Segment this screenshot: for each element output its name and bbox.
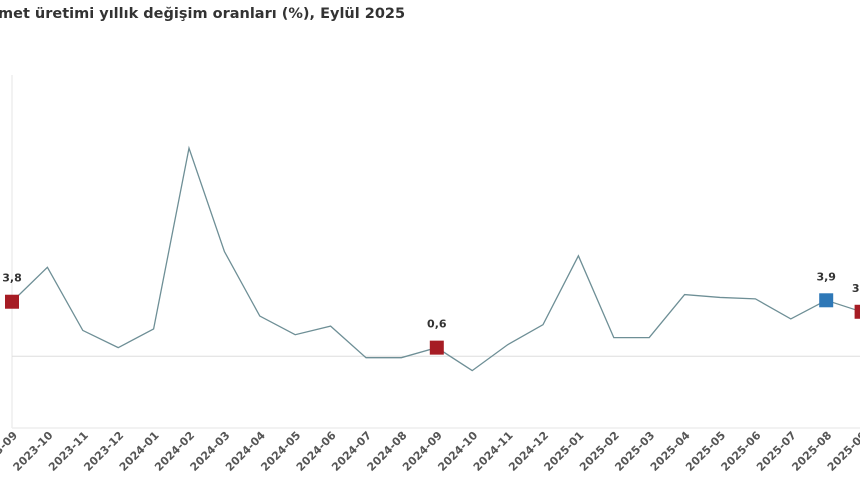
data-point-marker: [819, 293, 834, 308]
data-label: 3,9: [816, 270, 836, 283]
data-label: 0,6: [427, 318, 447, 331]
series-line: [11, 145, 860, 372]
data-point-marker: [854, 304, 860, 319]
data-point-marker: [5, 294, 19, 309]
data-point-marker: [429, 340, 444, 355]
data-label: 3,1: [852, 282, 860, 295]
data-label: 3,8: [2, 272, 22, 285]
chart-title: met üretimi yıllık değişim oranları (%),…: [0, 6, 406, 22]
